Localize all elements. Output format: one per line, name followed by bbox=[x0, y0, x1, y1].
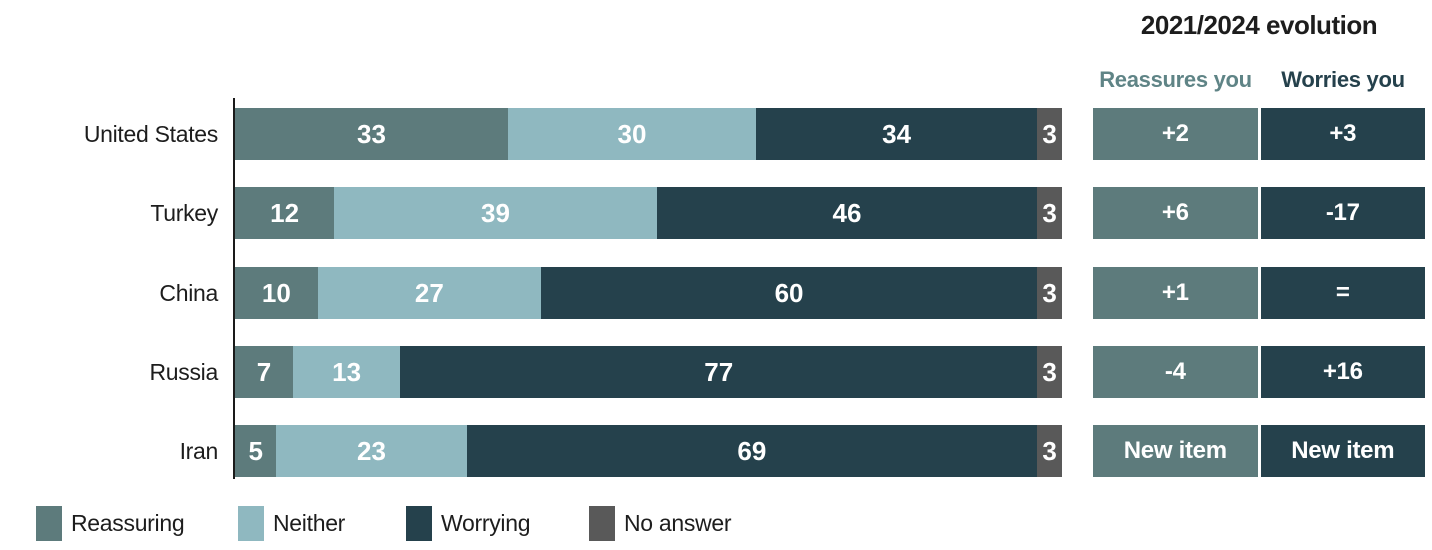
legend-swatch-icon bbox=[36, 505, 62, 541]
y-axis-line bbox=[233, 98, 235, 479]
bar-segment-neither: 39 bbox=[334, 187, 657, 239]
bar-segment-neither: 27 bbox=[317, 267, 541, 319]
bar-value-label: 46 bbox=[832, 197, 862, 228]
bar-value-label: 34 bbox=[882, 118, 912, 149]
bar-value-label: 69 bbox=[737, 435, 767, 466]
legend-label: No answer bbox=[624, 509, 732, 536]
bar-segment-no-answer: 3 bbox=[1037, 425, 1062, 477]
evolution-title: 2021/2024 evolution bbox=[1140, 10, 1378, 40]
bar-value-label: 33 bbox=[356, 118, 386, 149]
bar-segment-no-answer: 3 bbox=[1037, 346, 1062, 398]
stacked-bar: 10 27 60 3 bbox=[235, 267, 1062, 319]
bar-segment-neither: 23 bbox=[276, 425, 467, 477]
legend-item-neither: Neither bbox=[238, 505, 345, 541]
country-row: China 10 27 60 3 +1 = bbox=[0, 267, 1432, 319]
bar-segment-worrying: 34 bbox=[756, 108, 1038, 160]
legend-swatch-icon bbox=[406, 505, 432, 541]
bar-value-label: 30 bbox=[617, 118, 647, 149]
country-row: Iran 5 23 69 3 New item New item bbox=[0, 425, 1432, 477]
evolution-cell-reassures: New item bbox=[1093, 425, 1258, 477]
bar-value-label: 23 bbox=[356, 435, 386, 466]
bar-segment-worrying: 69 bbox=[466, 425, 1038, 477]
bar-segment-worrying: 46 bbox=[656, 187, 1038, 239]
bar-value-label: 77 bbox=[704, 356, 734, 387]
country-row: Turkey 12 39 46 3 +6 -17 bbox=[0, 187, 1432, 239]
evolution-cells: +2 +3 bbox=[1093, 108, 1425, 160]
country-label: Iran bbox=[179, 438, 219, 464]
bar-segment-worrying: 60 bbox=[540, 267, 1038, 319]
country-label: United States bbox=[83, 121, 218, 147]
evolution-cell-worries: +16 bbox=[1260, 346, 1425, 398]
evolution-cell-worries: New item bbox=[1260, 425, 1425, 477]
bar-segment-no-answer: 3 bbox=[1037, 267, 1062, 319]
evolution-cells: +6 -17 bbox=[1093, 187, 1425, 239]
stacked-bar: 12 39 46 3 bbox=[235, 187, 1062, 239]
bar-value-label: 7 bbox=[256, 356, 272, 387]
stacked-bar: 5 23 69 3 bbox=[235, 425, 1062, 477]
country-label: China bbox=[159, 280, 218, 306]
evolution-cell-reassures: -4 bbox=[1093, 346, 1258, 398]
evolution-cells: New item New item bbox=[1093, 425, 1425, 477]
bar-value-label: 13 bbox=[332, 356, 362, 387]
stacked-bar: 33 30 34 3 bbox=[235, 108, 1062, 160]
legend-label: Worrying bbox=[441, 509, 531, 536]
bar-segment-reassuring: 33 bbox=[235, 108, 508, 160]
bar-segment-reassuring: 10 bbox=[235, 267, 318, 319]
country-label: Turkey bbox=[150, 200, 218, 226]
country-label: Russia bbox=[149, 359, 218, 385]
legend-item-reassuring: Reassuring bbox=[36, 505, 185, 541]
evolution-cell-reassures: +6 bbox=[1093, 187, 1258, 239]
bar-segment-reassuring: 7 bbox=[235, 346, 293, 398]
bar-segment-no-answer: 3 bbox=[1037, 187, 1062, 239]
bar-segment-neither: 13 bbox=[292, 346, 401, 398]
bar-value-label: 3 bbox=[1042, 435, 1057, 466]
evolution-header-reassures: Reassures you bbox=[1099, 67, 1252, 92]
country-row: United States 33 30 34 3 +2 +3 bbox=[0, 108, 1432, 160]
legend-label: Reassuring bbox=[71, 509, 185, 536]
legend-swatch-icon bbox=[238, 505, 264, 541]
legend-item-worrying: Worrying bbox=[406, 505, 531, 541]
bar-segment-neither: 30 bbox=[507, 108, 756, 160]
bar-segment-no-answer: 3 bbox=[1037, 108, 1062, 160]
stacked-bar: 7 13 77 3 bbox=[235, 346, 1062, 398]
evolution-cell-reassures: +2 bbox=[1093, 108, 1258, 160]
bar-value-label: 3 bbox=[1042, 356, 1057, 387]
bar-value-label: 3 bbox=[1042, 277, 1057, 308]
evolution-cells: +1 = bbox=[1093, 267, 1425, 319]
bar-value-label: 3 bbox=[1042, 118, 1057, 149]
legend-label: Neither bbox=[273, 509, 346, 536]
legend-item-no-answer: No answer bbox=[589, 505, 732, 541]
evolution-header-worries: Worries you bbox=[1281, 67, 1405, 92]
bar-segment-worrying: 77 bbox=[400, 346, 1038, 398]
evolution-cells: -4 +16 bbox=[1093, 346, 1425, 398]
evolution-cell-worries: -17 bbox=[1260, 187, 1425, 239]
bar-value-label: 12 bbox=[270, 197, 300, 228]
legend-swatch-icon bbox=[589, 505, 615, 541]
bar-segment-reassuring: 5 bbox=[235, 425, 277, 477]
bar-value-label: 60 bbox=[774, 277, 804, 308]
bar-segment-reassuring: 12 bbox=[235, 187, 335, 239]
bar-value-label: 3 bbox=[1042, 197, 1057, 228]
bar-value-label: 10 bbox=[261, 277, 291, 308]
country-row: Russia 7 13 77 3 -4 +16 bbox=[0, 346, 1432, 398]
bar-value-label: 39 bbox=[481, 197, 510, 228]
evolution-cell-reassures: +1 bbox=[1093, 267, 1258, 319]
evolution-cell-worries: = bbox=[1260, 267, 1425, 319]
bar-value-label: 5 bbox=[248, 435, 263, 466]
evolution-cell-worries: +3 bbox=[1260, 108, 1425, 160]
bar-value-label: 27 bbox=[414, 277, 444, 308]
